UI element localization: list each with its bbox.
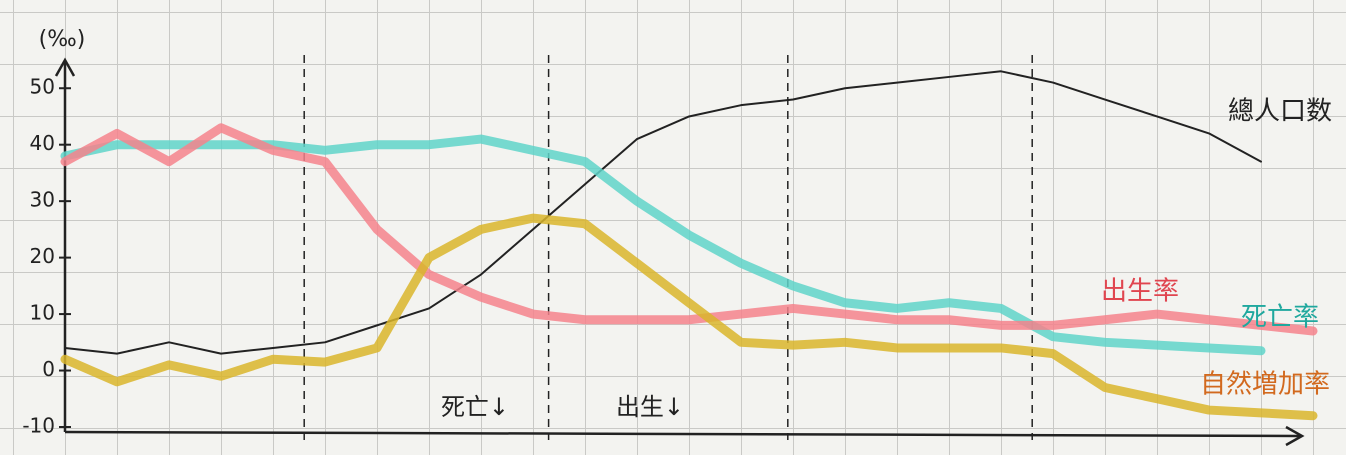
y-tick-label: 40	[30, 131, 55, 155]
x-axis-arrow	[1285, 425, 1305, 447]
y-tick-label: 0	[42, 357, 55, 381]
annotation: 死亡↓	[441, 393, 509, 421]
annotation: 出生↓	[616, 393, 684, 421]
y-tick-label: 30	[30, 188, 55, 212]
y-tick-label: 50	[30, 75, 55, 99]
series-line	[60, 123, 1318, 336]
series-label: 出生率	[1101, 277, 1179, 307]
x-axis	[64, 430, 1301, 438]
y-axis-arrow	[54, 57, 76, 77]
series-label: 總人口数	[1228, 97, 1332, 127]
series-label: 死亡率	[1241, 303, 1319, 333]
y-tick-label: 20	[30, 244, 55, 268]
series-label: 自然増加率	[1200, 370, 1330, 400]
series-line	[60, 213, 1318, 421]
y-tick-label: -10	[22, 414, 55, 438]
y-tick-label: 10	[30, 301, 55, 325]
y-axis-label: (‰)	[39, 27, 86, 52]
series-line	[64, 70, 1262, 355]
